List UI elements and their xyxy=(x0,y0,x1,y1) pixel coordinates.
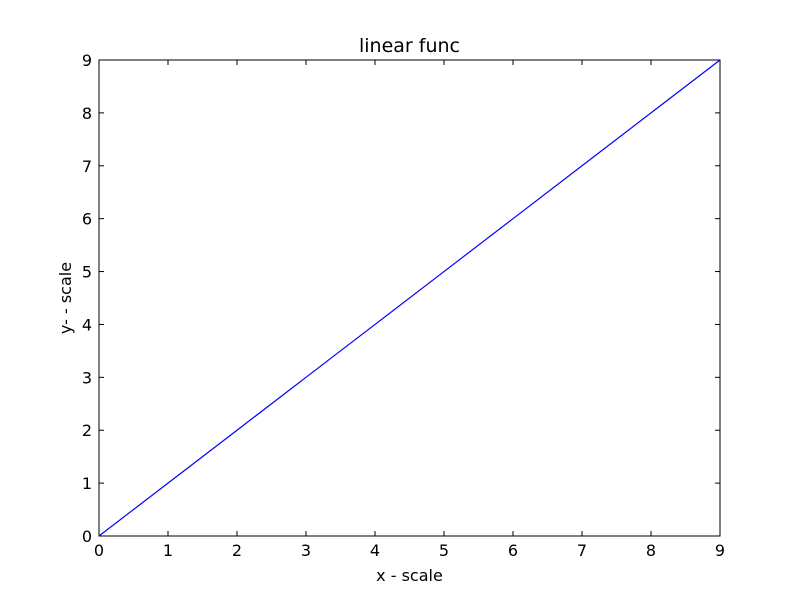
x-tick-label: 5 xyxy=(439,541,449,560)
y-tick-label: 6 xyxy=(82,210,92,229)
y-tick-label: 2 xyxy=(82,421,92,440)
x-tick-label: 1 xyxy=(163,541,173,560)
y-tick-label: 7 xyxy=(82,157,92,176)
y-tick-label: 1 xyxy=(82,474,92,493)
x-tick-label: 3 xyxy=(301,541,311,560)
y-axis-ticks: 0 1 2 3 4 5 6 7 8 9 xyxy=(82,51,720,546)
plot-frame xyxy=(98,59,721,537)
chart-title: linear func xyxy=(359,35,460,57)
y-tick-label: 5 xyxy=(82,263,92,282)
x-tick-label: 6 xyxy=(508,541,518,560)
y-tick-label: 0 xyxy=(82,527,92,546)
y-tick-label: 3 xyxy=(82,368,92,387)
series-layer xyxy=(98,59,721,537)
y-axis-title: y- - scale xyxy=(56,262,75,334)
y-tick-label: 4 xyxy=(82,315,92,334)
x-tick-label: 9 xyxy=(715,541,725,560)
plot-area: 0 1 2 3 4 5 6 7 8 9 0 1 2 3 4 5 6 7 8 9 xyxy=(82,51,725,560)
x-tick-label: 7 xyxy=(577,541,587,560)
x-tick-label: 2 xyxy=(232,541,242,560)
x-tick-label: 4 xyxy=(370,541,380,560)
y-tick-label: 8 xyxy=(82,104,92,123)
x-axis-ticks: 0 1 2 3 4 5 6 7 8 9 xyxy=(94,60,725,560)
y-tick-label: 9 xyxy=(82,51,92,70)
x-tick-label: 0 xyxy=(94,541,104,560)
series-line-0 xyxy=(98,59,721,537)
x-tick-label: 8 xyxy=(646,541,656,560)
x-axis-title: x - scale xyxy=(376,566,443,585)
